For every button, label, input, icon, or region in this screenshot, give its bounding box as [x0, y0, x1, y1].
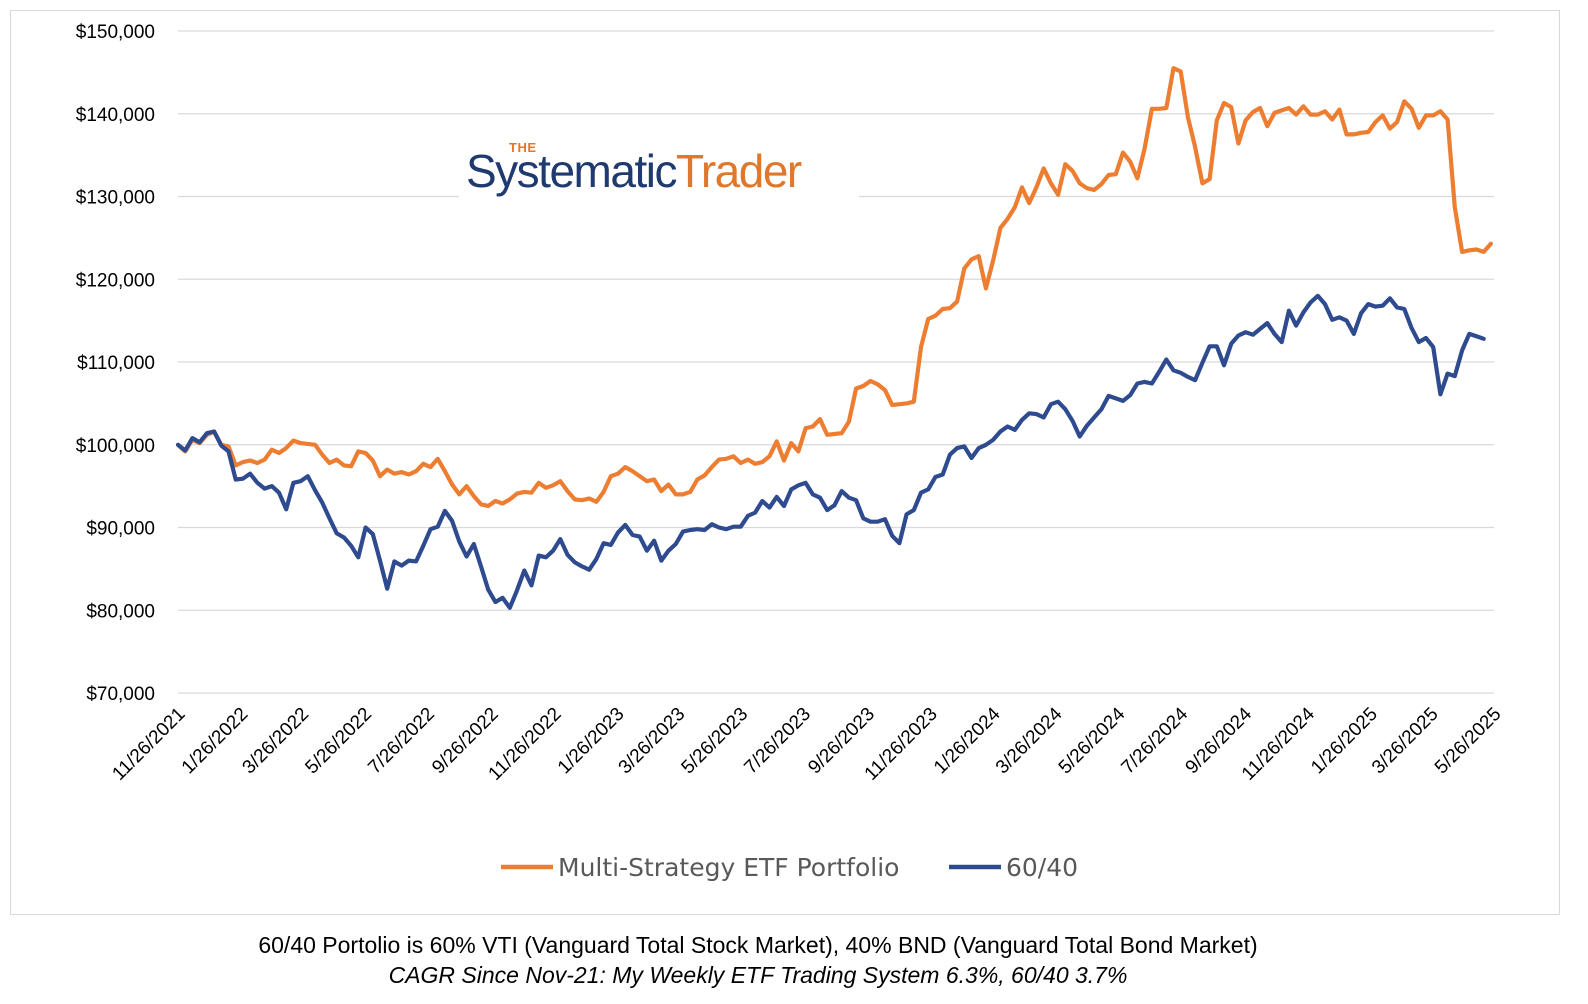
y-tick-label: $70,000 — [86, 684, 155, 705]
systematic-trader-logo: THE SystematicTrader — [459, 126, 859, 208]
x-tick-label: 5/26/2022 — [301, 704, 376, 779]
x-tick-label: 7/26/2024 — [1118, 703, 1193, 778]
series-multi-strategy-line — [175, 66, 1493, 509]
x-tick-label: 3/26/2022 — [239, 704, 314, 779]
x-tick-label: 7/26/2023 — [740, 704, 815, 779]
caption-cagr: CAGR Since Nov-21: My Weekly ETF Trading… — [388, 962, 1128, 988]
y-tick-label: $140,000 — [76, 105, 155, 126]
legend-label: 60/40 — [1006, 853, 1078, 882]
y-tick-label: $100,000 — [76, 436, 155, 457]
gridlines — [178, 30, 1494, 694]
y-tick-label: $130,000 — [76, 188, 155, 209]
logo-the-text: THE — [509, 140, 537, 155]
logo-wordmark: SystematicTrader — [466, 144, 802, 198]
line-chart: $70,000 $80,000 $90,000 $100,000 $110,000 $12… — [76, 22, 1506, 882]
caption-portfolio-definition: 60/40 Portolio is 60% VTI (Vanguard Tota… — [258, 932, 1258, 958]
x-tick-label: 3/26/2023 — [615, 704, 690, 779]
x-tick-label: 5/26/2024 — [1055, 703, 1130, 778]
x-tick-label: 5/26/2023 — [678, 704, 753, 779]
y-tick-label: $90,000 — [86, 519, 155, 540]
y-tick-label: $120,000 — [76, 270, 155, 291]
x-tick-label: 3/26/2024 — [992, 703, 1067, 778]
y-tick-label: $80,000 — [86, 601, 155, 622]
legend-label: Multi-Strategy ETF Portfolio — [558, 853, 899, 882]
chart-frame: $70,000 $80,000 $90,000 $100,000 $110,000 $12… — [10, 10, 1560, 915]
series-60-40-line — [175, 293, 1486, 610]
x-tick-label: 7/26/2022 — [364, 704, 439, 779]
x-tick-label: 3/26/2025 — [1368, 704, 1443, 779]
logo-word-systematic: Systematic — [466, 145, 677, 197]
x-tick-label: 5/26/2025 — [1431, 704, 1506, 779]
y-axis-ticks: $70,000 $80,000 $90,000 $100,000 $110,000 $12… — [76, 22, 155, 705]
y-tick-label: $150,000 — [76, 22, 155, 43]
x-tick-label: 1/26/2024 — [930, 703, 1005, 778]
x-axis-ticks: 11/26/20211/26/20223/26/20225/26/20227/2… — [108, 703, 1505, 784]
logo-word-trader: Trader — [675, 145, 802, 197]
x-tick-label: 11/26/2021 — [108, 704, 189, 785]
series-lines — [175, 66, 1493, 610]
y-tick-label: $110,000 — [77, 353, 155, 374]
legend: Multi-Strategy ETF Portfolio 60/40 — [501, 853, 1078, 882]
